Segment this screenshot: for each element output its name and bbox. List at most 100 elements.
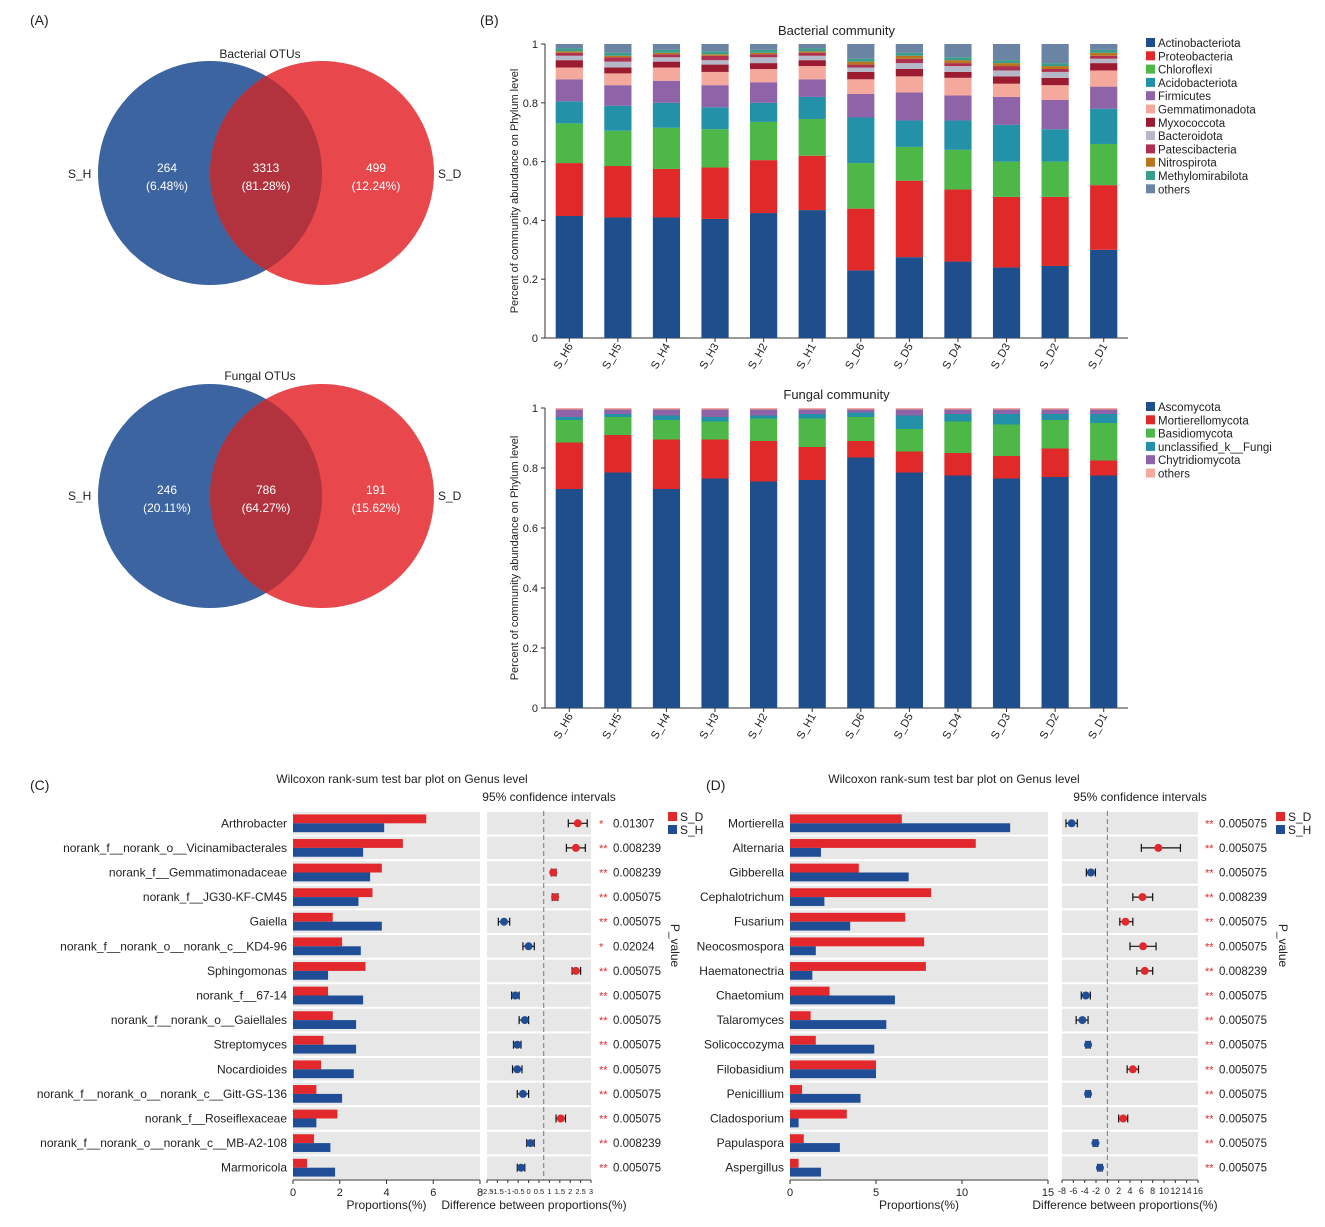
fungal-bar-segment bbox=[701, 439, 729, 479]
venn-bacterial-mid-count: 3313 bbox=[253, 161, 280, 175]
fungal-bar-segment bbox=[798, 447, 826, 480]
bacterial-bar-segment bbox=[750, 63, 778, 69]
bacterial-bar-segment bbox=[555, 60, 583, 68]
fungal-genus-p-value: 0.008239 bbox=[1219, 966, 1267, 978]
fungal-bar-segment bbox=[944, 453, 972, 476]
bacterial-genus-ci-title: 95% confidence intervals bbox=[482, 790, 615, 804]
bacterial-genus-x-label: Proportions(%) bbox=[346, 1198, 426, 1212]
bacterial-legend-label: Firmicutes bbox=[1158, 91, 1211, 103]
bacterial-chart: Bacterial community 0 0.2 0.4 0.6 0.8 1 Percent… bbox=[509, 23, 1256, 371]
fungal-genus-p-value: 0.005075 bbox=[1219, 1114, 1267, 1126]
fungal-genus-diff-point bbox=[1078, 1016, 1087, 1025]
venn-bacterial-right-label: S_D bbox=[438, 167, 462, 181]
bacterial-legend-label: Methylomirabilota bbox=[1158, 171, 1249, 183]
fungal-bar-segment bbox=[652, 489, 681, 708]
bacterial-bar-segment bbox=[992, 66, 1021, 71]
fungal-genus-diff-tick-label: -8 bbox=[1058, 1186, 1066, 1196]
bacterial-genus-bar-sd bbox=[293, 986, 329, 996]
fungal-genus-significance: ** bbox=[1205, 1163, 1214, 1175]
fungal-genus-diff-tick-label: 8 bbox=[1150, 1186, 1155, 1196]
fungal-bar-segment bbox=[555, 489, 583, 708]
bacterial-bar-segment bbox=[992, 161, 1021, 197]
bacterial-bar-segment bbox=[847, 64, 875, 68]
fungal-bar-segment bbox=[1090, 460, 1118, 476]
bacterial-legend-swatch bbox=[1146, 77, 1155, 87]
bacterial-bar-segment bbox=[701, 54, 729, 56]
bacterial-x-tick-label: S_H4 bbox=[649, 342, 673, 372]
fungal-x-tick-label: S_H1 bbox=[795, 712, 819, 742]
fungal-genus-x-tick-label: 0 bbox=[787, 1187, 793, 1199]
bacterial-genus-bar-sd bbox=[293, 888, 373, 898]
bacterial-bar-segment bbox=[604, 166, 632, 218]
fungal-bar-segment bbox=[750, 409, 778, 416]
bacterial-bar-segment bbox=[847, 44, 875, 59]
bacterial-genus-diff-row-bg bbox=[487, 1131, 591, 1155]
fungal-bar-segment bbox=[992, 424, 1021, 456]
bacterial-genus-bar-sd bbox=[293, 937, 343, 947]
fungal-genus-bar-sh bbox=[790, 1167, 821, 1177]
bacterial-genus-bar-sd bbox=[293, 839, 403, 848]
bacterial-genus-bar-sd bbox=[293, 1085, 317, 1094]
bacterial-bar-segment bbox=[992, 76, 1021, 84]
venn-fungal-mid-pct: (64.27%) bbox=[242, 501, 291, 515]
fungal-bar-segment bbox=[604, 408, 632, 410]
fungal-genus-diff-point bbox=[1084, 1040, 1093, 1049]
bacterial-genus-significance: * bbox=[599, 818, 604, 830]
bacterial-genus-diff-tick-label: -0.5 bbox=[512, 1187, 525, 1196]
bacterial-legend-swatch bbox=[1146, 104, 1155, 114]
bacterial-x-tick-label: S_H1 bbox=[795, 342, 819, 372]
bacterial-bar-segment bbox=[604, 44, 632, 53]
panel-label-b: (B) bbox=[480, 12, 499, 28]
fungal-genus-diff-point bbox=[1140, 966, 1149, 975]
bacterial-genus-title: Wilcoxon rank-sum test bar plot on Genus… bbox=[276, 772, 527, 786]
bacterial-genus-p-value: 0.005075 bbox=[613, 892, 661, 904]
venn-fungal-overlap bbox=[209, 399, 323, 593]
venn-bacterial: Bacterial OTUs S_H S_D 264 (6.48%) 3313 … bbox=[68, 47, 462, 285]
bacterial-bar-segment bbox=[992, 44, 1021, 61]
fungal-genus-genus-label: Cladosporium bbox=[710, 1112, 784, 1126]
fungal-chart: Fungal community 0 0.2 0.4 0.6 0.8 1 Percent of… bbox=[509, 387, 1272, 741]
fungal-genus-bar-sd bbox=[790, 1011, 811, 1021]
fungal-genus-bar-sd bbox=[790, 863, 859, 873]
bacterial-bar-segment bbox=[604, 61, 632, 68]
fungal-genus-legend-swatch-sh bbox=[1276, 825, 1285, 834]
bacterial-x-tick-label: S_D5 bbox=[892, 342, 916, 372]
fungal-genus-genus-label: Filobasidium bbox=[717, 1062, 784, 1076]
bacterial-legend-swatch bbox=[1146, 117, 1155, 127]
bacterial-genus-p-value: 0.005075 bbox=[613, 991, 661, 1003]
bacterial-genus-p-value: 0.005075 bbox=[613, 966, 661, 978]
fungal-genus-bar-sh bbox=[790, 1118, 799, 1128]
fungal-genus-p-value: 0.005075 bbox=[1219, 843, 1267, 855]
bacterial-bar-segment bbox=[944, 149, 972, 190]
fungal-genus-diff-tick-label: -6 bbox=[1069, 1186, 1077, 1196]
bacterial-genus-significance: ** bbox=[599, 1163, 608, 1175]
bacterial-genus-bar-sh bbox=[293, 897, 359, 906]
bacterial-bar-segment bbox=[944, 66, 972, 72]
fungal-genus-diff-tick-label: 16 bbox=[1193, 1186, 1203, 1196]
fungal-bar-segment bbox=[604, 472, 632, 708]
venn-fungal-left-pct: (20.11%) bbox=[143, 501, 191, 515]
bacterial-bar-segment bbox=[701, 107, 729, 130]
bacterial-genus-diff-tick-label: 1.5 bbox=[555, 1187, 565, 1196]
fungal-genus-p-value: 0.005075 bbox=[1219, 941, 1267, 953]
fungal-bar-segment bbox=[798, 408, 826, 410]
fungal-genus-p-value: 0.005075 bbox=[1219, 1064, 1267, 1076]
bacterial-bar-segment bbox=[1041, 71, 1069, 78]
fungal-genus-diff-row-bg bbox=[1062, 836, 1198, 860]
fungal-genus-title: Wilcoxon rank-sum test bar plot on Genus… bbox=[828, 772, 1079, 786]
venn-bacterial-right-pct: (12.24%) bbox=[352, 179, 401, 193]
bacterial-x-tick-label: S_H5 bbox=[600, 342, 624, 372]
venn-bacterial-title: Bacterial OTUs bbox=[219, 47, 300, 61]
bacterial-genus-significance: ** bbox=[599, 1015, 608, 1027]
fungal-bar-segment bbox=[992, 456, 1021, 479]
bacterial-bar-segment bbox=[555, 52, 583, 56]
venn-bacterial-left-pct: (6.48%) bbox=[146, 179, 188, 193]
fungal-genus-diff-point bbox=[1139, 942, 1148, 951]
fungal-bar-segment bbox=[992, 414, 1021, 425]
bacterial-genus-p-value: 0.005075 bbox=[613, 1064, 661, 1076]
fungal-genus-bar-sh bbox=[790, 1044, 875, 1054]
fungal-bar-segment bbox=[1041, 408, 1069, 410]
fungal-bar-segment bbox=[652, 439, 681, 489]
bacterial-bar-segment bbox=[652, 80, 681, 103]
fungal-genus-p-value: 0.005075 bbox=[1219, 1163, 1267, 1175]
